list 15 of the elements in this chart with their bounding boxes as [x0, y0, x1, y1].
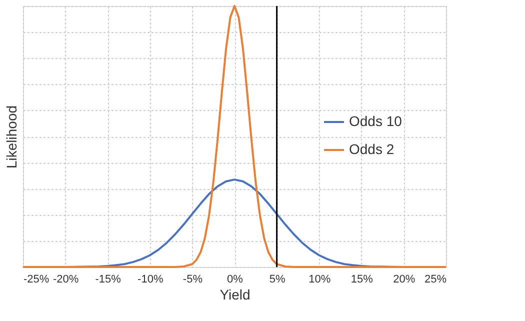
legend-label: Odds 2	[349, 141, 394, 157]
x-tick-label: -25%	[24, 274, 50, 286]
x-tick-label: 5%	[269, 274, 286, 286]
x-tick-label: -20%	[52, 274, 79, 286]
x-tick-label: 15%	[350, 274, 374, 286]
x-tick-label: 0%	[227, 274, 244, 286]
y-axis-title: Likelihood	[4, 105, 20, 169]
x-axis-title: Yield	[220, 286, 250, 302]
legend-label: Odds 10	[349, 113, 402, 129]
x-tick-label: -15%	[95, 274, 122, 286]
x-tick-label: 20%	[393, 274, 416, 286]
x-tick-label: -10%	[138, 274, 164, 286]
x-tick-label: 25%	[424, 274, 447, 286]
x-tick-label: 10%	[308, 274, 331, 286]
x-tick-label: -5%	[182, 274, 203, 286]
